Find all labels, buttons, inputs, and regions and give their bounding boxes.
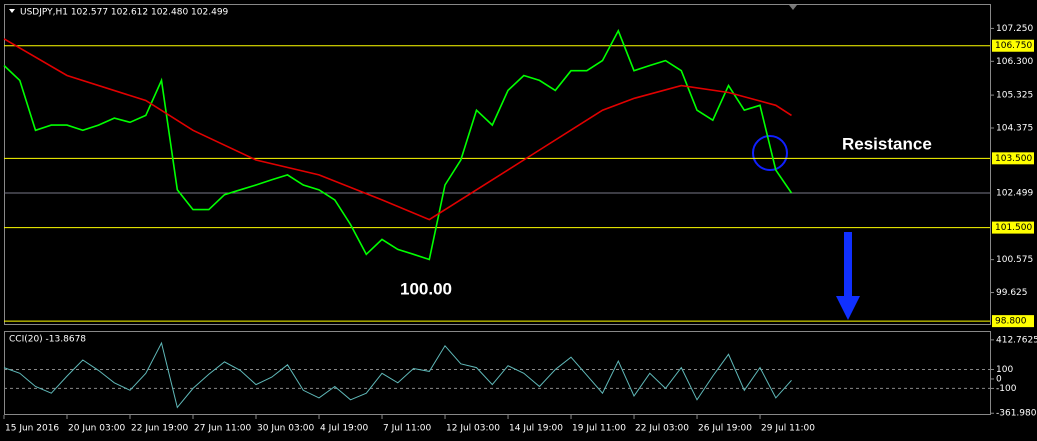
y-tick-label: 99.625 bbox=[996, 288, 1028, 298]
panel-title: CCI(20) -13.8678 bbox=[9, 335, 86, 345]
last-price-bg bbox=[992, 186, 1034, 199]
level-label: 101.500 bbox=[995, 223, 1032, 233]
x-tick-label: 22 Jul 03:00 bbox=[635, 424, 689, 434]
level-label-bg bbox=[992, 152, 1034, 165]
x-tick-label: 20 Jun 03:00 bbox=[68, 424, 125, 434]
x-tick-label: 14 Jul 19:00 bbox=[509, 424, 563, 434]
annotation: 100.00 bbox=[400, 279, 452, 298]
highlight-circle bbox=[752, 135, 788, 171]
arrow-head bbox=[836, 296, 860, 320]
cci-panel bbox=[4, 331, 991, 415]
y-tick-label: 0 bbox=[996, 374, 1002, 384]
y-tick-label: 105.325 bbox=[996, 91, 1033, 101]
series-line bbox=[3, 38, 792, 221]
x-tick-label: 4 Jul 19:00 bbox=[320, 424, 369, 434]
x-tick-label: 7 Jul 11:00 bbox=[383, 424, 432, 434]
last-price-label: 102.499 bbox=[996, 188, 1033, 198]
shift-marker bbox=[789, 5, 797, 10]
level-label-bg bbox=[992, 315, 1034, 328]
annotation: Resistance bbox=[842, 134, 932, 153]
y-tick-label: -100 bbox=[996, 384, 1017, 394]
x-tick-label: 15 Jun 2016 bbox=[5, 424, 59, 434]
x-tick-label: 22 Jun 19:00 bbox=[131, 424, 188, 434]
y-tick-label: 100.575 bbox=[996, 255, 1033, 265]
y-tick-label: 106.300 bbox=[996, 57, 1033, 67]
level-label: 98.800 bbox=[995, 317, 1027, 327]
arrow-shaft bbox=[844, 232, 852, 302]
y-tick-label: 104.375 bbox=[996, 124, 1033, 134]
y-tick-label: 100 bbox=[996, 365, 1013, 375]
main-panel bbox=[4, 4, 991, 325]
level-label: 106.750 bbox=[995, 41, 1032, 51]
x-tick-label: 19 Jul 11:00 bbox=[572, 424, 626, 434]
y-tick-label: 107.250 bbox=[996, 24, 1033, 34]
y-tick-label: -361.9809 bbox=[996, 409, 1037, 419]
x-tick-label: 27 Jun 11:00 bbox=[194, 424, 251, 434]
panel-title: USDJPY,H1 102.577 102.612 102.480 102.49… bbox=[20, 8, 229, 18]
series-line bbox=[3, 28, 793, 261]
level-label-bg bbox=[992, 221, 1034, 234]
level-label-bg bbox=[992, 39, 1034, 52]
y-tick-label: 412.7625 bbox=[996, 335, 1037, 345]
level-label: 103.500 bbox=[995, 154, 1032, 164]
menu-triangle bbox=[9, 9, 15, 13]
x-tick-label: 29 Jul 11:00 bbox=[761, 424, 815, 434]
series-line bbox=[3, 341, 792, 409]
x-tick-label: 26 Jul 19:00 bbox=[698, 424, 752, 434]
x-tick-label: 30 Jun 03:00 bbox=[257, 424, 314, 434]
x-tick-label: 12 Jul 03:00 bbox=[446, 424, 500, 434]
